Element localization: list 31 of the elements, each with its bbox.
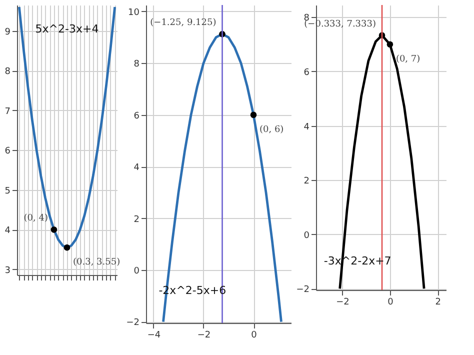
- x-tick-label: −2: [336, 298, 350, 308]
- y-tick-label: 0: [304, 230, 310, 241]
- x-tick-label: 0: [388, 298, 394, 308]
- data-label: (0, 6): [260, 124, 284, 135]
- y-tick-label: −2: [296, 285, 310, 296]
- x-tick-label: 2: [435, 298, 442, 308]
- x-tick-label: 0: [251, 330, 258, 340]
- y-tick-label: 9: [4, 27, 11, 38]
- y-tick-label: 6: [304, 68, 310, 78]
- y-tick-label: 7: [4, 106, 10, 117]
- x-tick-label: −4: [147, 330, 161, 340]
- y-tick-label: 6: [4, 146, 11, 157]
- y-tick-label: 6: [134, 111, 140, 122]
- y-tick-label: 2: [304, 176, 310, 187]
- y-tick-label: 8: [134, 60, 140, 70]
- y-tick-label: 8: [4, 67, 11, 78]
- data-label: (0.3, 3.55): [73, 258, 120, 268]
- y-tick-label: 10: [128, 8, 140, 18]
- y-tick-label: 4: [4, 226, 11, 236]
- y-tick-label: 4: [134, 163, 140, 174]
- data-label: (0, 7): [396, 54, 420, 64]
- y-tick-label: 5: [4, 186, 10, 196]
- y-tick-label: −2: [126, 318, 140, 328]
- y-tick-label: 4: [304, 122, 310, 132]
- annotation: 5x^2-3x+4: [35, 22, 99, 36]
- data-label: (−1.25, 9.125): [150, 18, 216, 28]
- data-label: (0, 4): [24, 214, 48, 224]
- y-tick-label: 0: [134, 266, 140, 276]
- x-tick-label: −2: [197, 330, 211, 340]
- y-tick-label: 2: [134, 214, 140, 225]
- y-tick-label: 3: [4, 266, 10, 276]
